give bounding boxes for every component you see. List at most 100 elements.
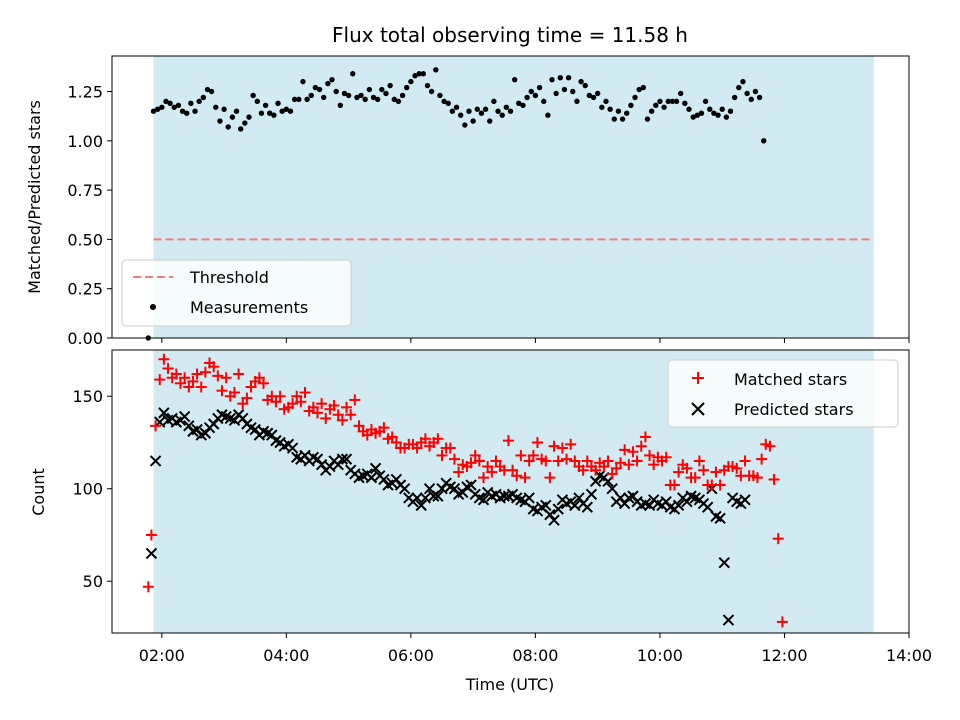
measurement-point <box>594 90 601 97</box>
measurement-point <box>698 110 705 116</box>
measurement-point <box>702 98 709 105</box>
matched-star-point <box>332 409 344 421</box>
legend-predicted-swatch <box>691 402 705 416</box>
matched-star-point <box>349 394 361 406</box>
matched-star-point <box>507 464 519 476</box>
x-tick-label: 02:00 <box>139 646 185 665</box>
predicted-star-point <box>178 410 191 423</box>
legend-predicted-label: Predicted stars <box>734 400 854 419</box>
predicted-star-point <box>701 501 714 513</box>
predicted-star-point <box>739 494 751 506</box>
matched-star-point <box>187 375 199 387</box>
bottom-y-tick-label: 50 <box>83 572 103 591</box>
predicted-star-point <box>336 453 349 465</box>
measurement-point <box>445 100 451 107</box>
predicted-star-point <box>365 471 378 484</box>
measurement-point <box>644 116 651 122</box>
matched-star-point <box>615 457 627 469</box>
measurement-point <box>321 94 327 101</box>
measurement-point <box>682 100 688 107</box>
measurement-point <box>229 114 236 120</box>
legend-measurements-swatch <box>150 304 156 310</box>
matched-star-point <box>751 472 763 484</box>
measurement-point <box>761 138 767 144</box>
measurement-point <box>744 90 750 97</box>
matched-star-point <box>465 457 477 469</box>
matched-star-points <box>142 353 788 628</box>
matched-star-point <box>199 366 211 378</box>
measurement-point <box>677 90 684 97</box>
predicted-star-point <box>718 557 730 569</box>
matched-star-point <box>693 455 705 467</box>
matched-star-point <box>731 462 743 474</box>
measurement-point <box>312 84 319 91</box>
measurement-point <box>752 88 759 95</box>
measurement-point <box>267 110 273 116</box>
matched-star-point <box>258 377 270 389</box>
matched-star-point <box>764 440 776 452</box>
matched-star-point <box>581 455 593 467</box>
measurement-point <box>433 67 439 73</box>
measurement-point <box>167 100 173 107</box>
measurement-point <box>412 73 418 79</box>
measurement-point <box>470 118 476 124</box>
measurement-point <box>578 78 584 85</box>
measurement-point <box>574 98 580 105</box>
measurement-point <box>308 92 314 99</box>
matched-star-point <box>523 455 535 467</box>
measurement-point <box>374 96 381 103</box>
matched-star-point <box>353 420 365 432</box>
measurement-point <box>528 88 534 95</box>
x-tick-label: 14:00 <box>886 646 932 665</box>
measurement-point <box>337 102 344 109</box>
matched-star-point <box>228 387 240 399</box>
predicted-star-point <box>411 492 423 504</box>
matched-star-point <box>328 399 340 411</box>
measurement-point <box>163 98 169 105</box>
matched-star-point <box>473 455 485 467</box>
matched-star-point <box>714 479 726 491</box>
matched-star-point <box>739 455 751 467</box>
measurement-point <box>694 112 700 118</box>
matched-star-point <box>552 455 564 467</box>
measurement-point <box>196 98 202 105</box>
measurement-point <box>499 112 505 118</box>
x-tick-label: 04:00 <box>263 646 309 665</box>
measurement-point <box>487 118 493 124</box>
predicted-star-point <box>552 503 564 515</box>
measurement-point <box>188 100 194 107</box>
measurement-point <box>275 100 281 107</box>
bottom-legend-box <box>667 359 899 428</box>
measurement-point <box>399 92 406 99</box>
measurement-point <box>350 71 356 77</box>
predicted-star-point <box>415 499 427 512</box>
matched-star-point <box>295 396 307 408</box>
x-tick-label: 06:00 <box>388 646 434 665</box>
matched-star-point <box>411 442 423 454</box>
matched-star-point <box>444 442 456 454</box>
measurement-point <box>590 94 597 101</box>
matched-star-point <box>245 381 257 393</box>
matched-star-point <box>681 462 693 474</box>
top-axes-frame <box>111 55 910 339</box>
measurement-point <box>383 90 389 97</box>
matched-star-point <box>150 420 162 432</box>
matched-star-point <box>361 429 373 441</box>
matched-star-point <box>291 390 303 402</box>
measurement-point <box>570 88 576 95</box>
measurement-point <box>370 94 377 101</box>
predicted-star-point <box>286 442 299 454</box>
matched-star-point <box>511 470 523 482</box>
measurement-point <box>503 104 510 110</box>
matched-star-point <box>341 401 353 413</box>
measurement-point <box>719 106 725 112</box>
measurement-point <box>462 122 468 128</box>
bottom-y-tick-label: 150 <box>72 387 103 406</box>
measurement-point <box>242 120 248 126</box>
measurement-point <box>711 110 717 116</box>
predicted-star-point <box>432 490 444 502</box>
top-x-ticks <box>161 338 910 343</box>
measurement-point <box>524 94 530 101</box>
matched-star-point <box>142 581 154 593</box>
matched-star-point <box>540 455 552 467</box>
